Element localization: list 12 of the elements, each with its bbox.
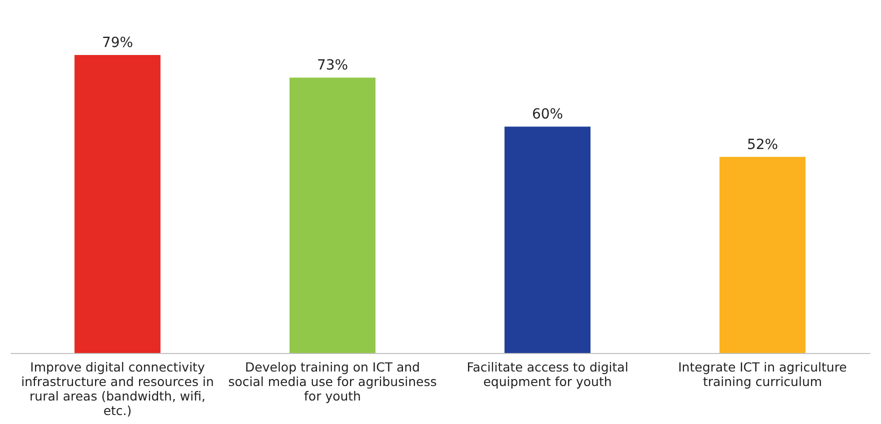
bar [74,55,160,353]
x-tick-label: Integrate ICT in agriculture training curriculum [678,360,848,389]
data-label: 73% [316,58,348,74]
data-label: 60% [532,106,564,123]
data-label: 79% [102,35,134,51]
data-label: 52% [746,136,778,153]
bar [290,78,376,353]
x-tick-label: Facilitate access to digital equipment for youth [466,360,628,389]
x-tick-label: Improve digital connectivity infrastructure and resources in rural areas (bandwidth, wifi, etc.) [21,360,214,418]
bar [720,156,806,353]
bar [504,126,590,353]
x-tick-label: Develop training on ICT and social media use for agribusiness for youth [228,360,437,404]
